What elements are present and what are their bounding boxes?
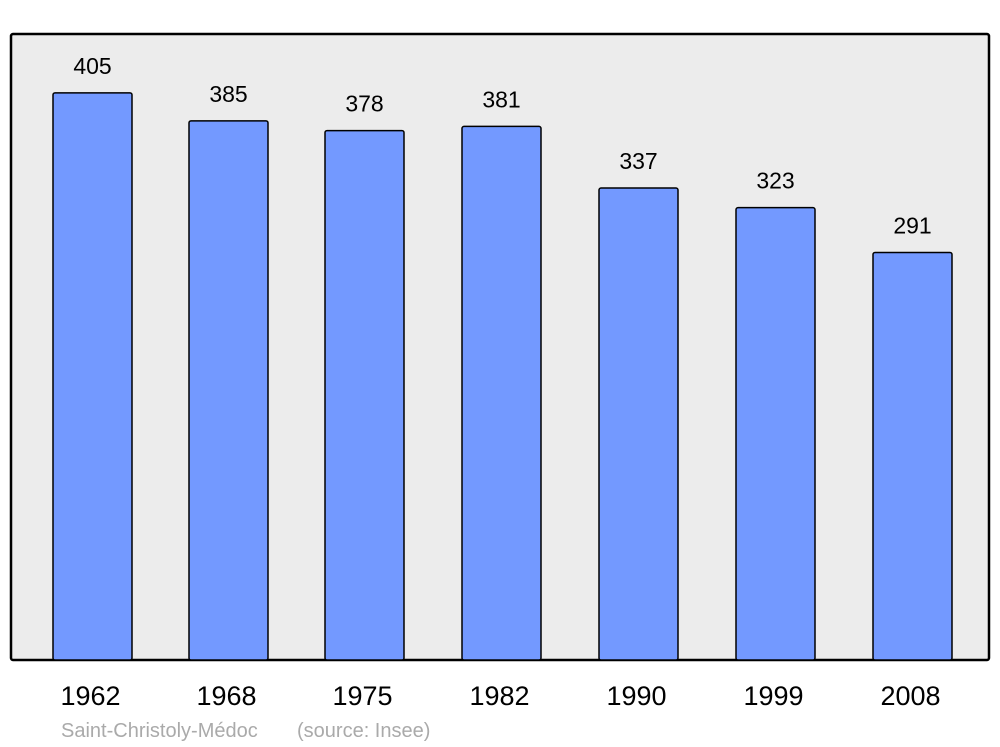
x-tick-label-1968: 1968	[196, 681, 256, 711]
bar-1962	[52, 92, 133, 661]
x-tick-label-2008: 2008	[880, 681, 940, 711]
value-label-1968: 385	[209, 81, 247, 107]
bar-1975	[324, 129, 405, 661]
x-tick-label-1990: 1990	[606, 681, 666, 711]
x-tick-label-1999: 1999	[743, 681, 803, 711]
x-tick-label-1982: 1982	[469, 681, 529, 711]
x-tick-label-1962: 1962	[60, 681, 120, 711]
footer-place: Saint-Christoly-Médoc	[61, 720, 258, 742]
value-label-1999: 323	[756, 168, 794, 194]
bar-1990	[598, 187, 679, 661]
value-label-1962: 405	[73, 53, 111, 79]
bar-1999	[735, 206, 816, 661]
value-label-1990: 337	[619, 148, 657, 174]
x-tick-label-1975: 1975	[332, 681, 392, 711]
value-label-1975: 378	[345, 91, 383, 117]
footer-source: (source: Insee)	[297, 720, 430, 742]
bar-2008	[872, 251, 953, 661]
bar-1968	[188, 120, 269, 661]
bar-1982	[461, 125, 542, 661]
value-label-2008: 291	[893, 212, 931, 238]
value-label-1982: 381	[482, 86, 520, 112]
